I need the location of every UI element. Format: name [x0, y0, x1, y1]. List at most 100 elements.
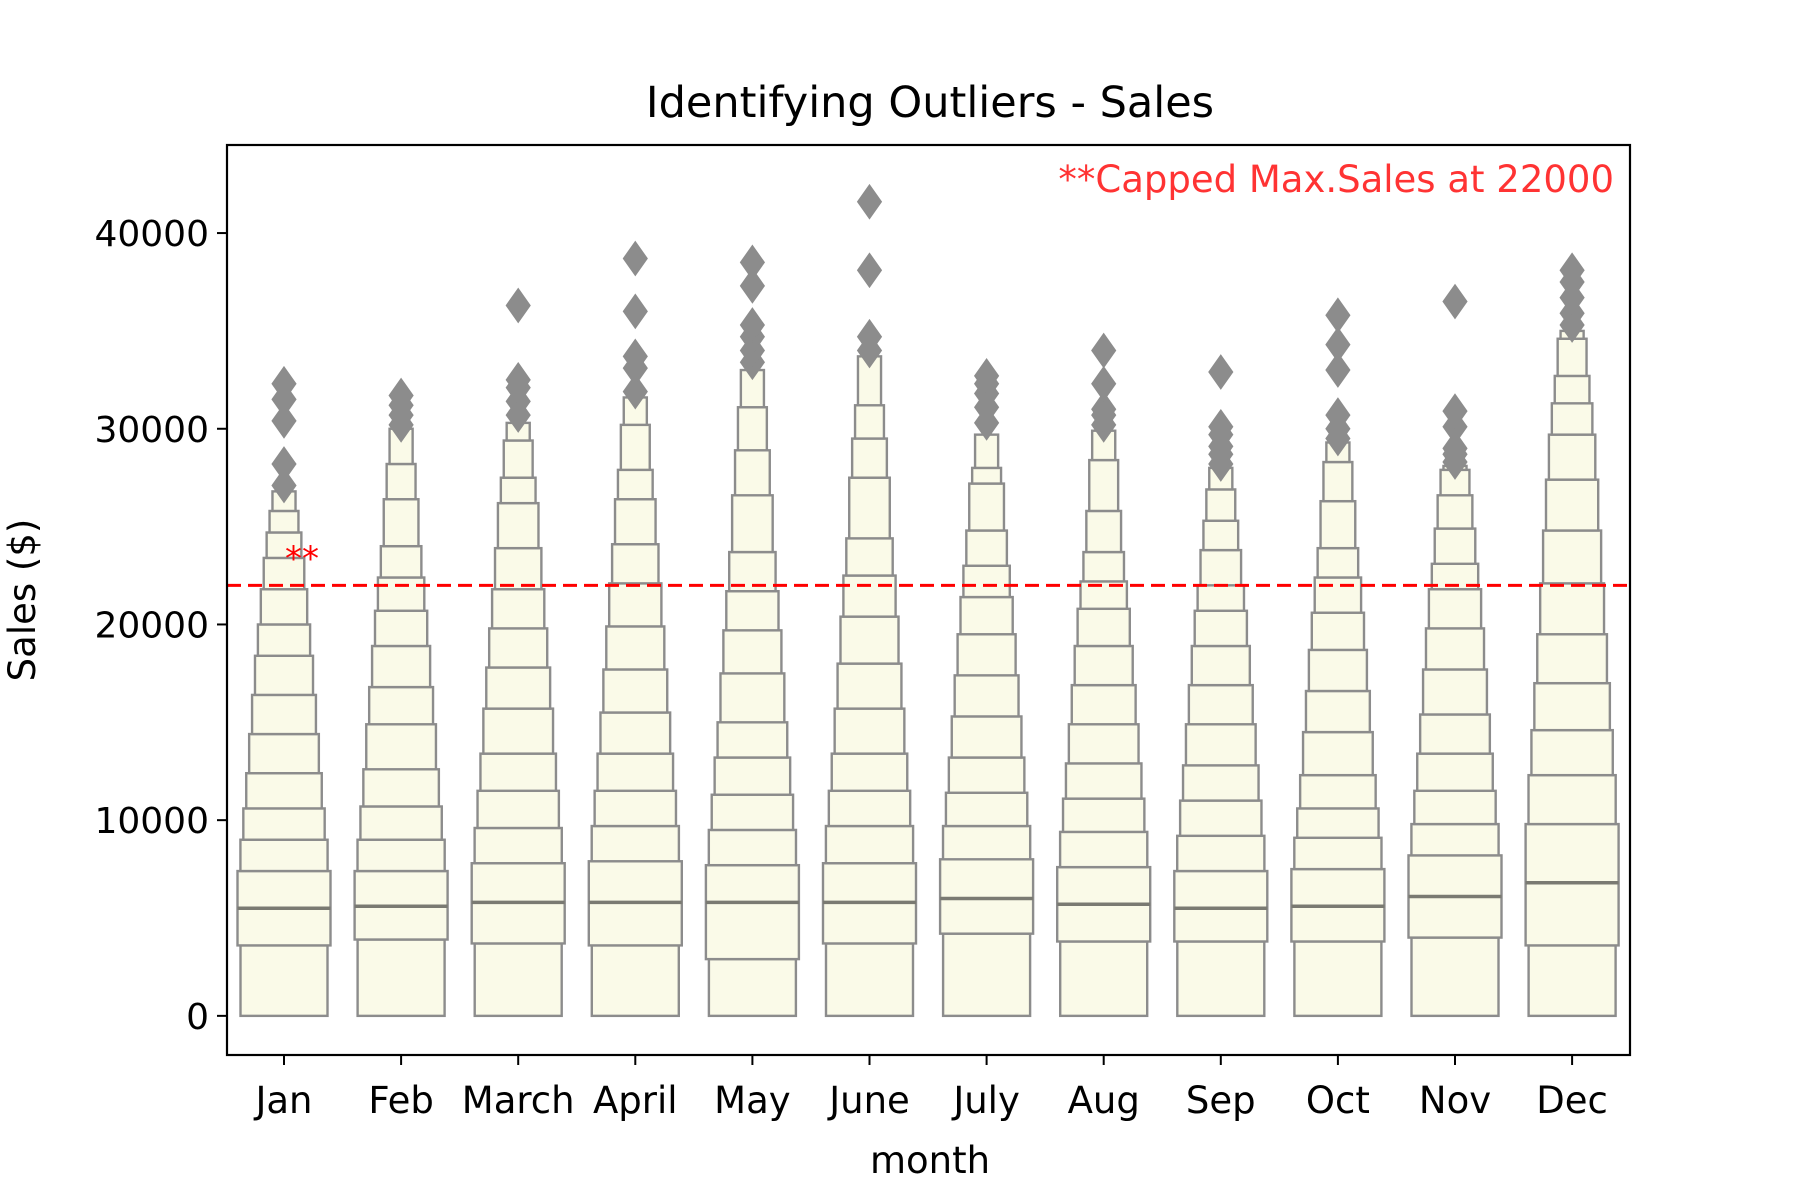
outlier-point	[1091, 365, 1117, 402]
box-level	[1436, 494, 1474, 530]
box-level	[956, 633, 1017, 677]
box-level	[1316, 546, 1360, 579]
box-level	[1293, 836, 1383, 871]
box-level	[1058, 830, 1149, 869]
box-level	[610, 543, 660, 585]
box-level	[1064, 762, 1143, 800]
box-level	[373, 609, 429, 648]
box-level	[836, 662, 903, 710]
box-level	[239, 838, 329, 873]
box-level	[938, 858, 1035, 935]
box-level	[1296, 807, 1380, 839]
outlier-point	[271, 403, 297, 439]
box-level	[704, 863, 801, 961]
box-level	[473, 942, 563, 1018]
box-level	[370, 644, 432, 689]
box-level	[962, 564, 1011, 599]
outlier-point	[505, 361, 531, 398]
outlier-point	[1442, 430, 1468, 467]
outlier-point	[1442, 393, 1468, 430]
box-level	[359, 805, 443, 841]
box-level	[733, 449, 771, 497]
box-level	[1527, 773, 1617, 826]
box-level	[830, 752, 909, 793]
box-level	[613, 498, 657, 546]
box-level	[490, 588, 546, 630]
box-level	[1538, 582, 1606, 636]
outlier-point	[1442, 283, 1468, 320]
box-level	[1076, 607, 1132, 648]
box-level	[1421, 668, 1489, 716]
outlier-point	[271, 467, 297, 504]
x-tick-label: Aug	[1068, 1079, 1140, 1122]
box-level	[1196, 584, 1246, 612]
box-level	[1310, 611, 1366, 652]
box-feb	[353, 377, 449, 1018]
outlier-point	[1208, 408, 1234, 445]
box-level	[1524, 822, 1620, 947]
box-level	[250, 693, 318, 736]
box-level	[848, 476, 891, 540]
box-june	[821, 183, 918, 1018]
box-level	[1073, 644, 1134, 687]
box-level	[479, 752, 558, 793]
box-level	[362, 768, 441, 808]
box-level	[379, 544, 423, 579]
box-level	[1319, 499, 1357, 550]
box-level	[496, 501, 540, 550]
outlier-point	[739, 268, 766, 304]
x-tick-label: Feb	[368, 1079, 434, 1122]
outlier-point	[622, 293, 648, 330]
box-level	[1416, 752, 1494, 793]
box-level	[1553, 374, 1591, 405]
x-tick-label: Oct	[1306, 1079, 1370, 1122]
box-level	[1176, 834, 1266, 873]
box-level	[1550, 402, 1594, 436]
outlier-point	[739, 244, 766, 281]
outlier-point	[856, 318, 883, 355]
box-level	[1410, 936, 1500, 1018]
box-level	[382, 498, 420, 548]
box-level	[242, 807, 326, 841]
marker-annotation: **	[285, 539, 319, 579]
box-level	[1413, 789, 1497, 826]
box-level	[1427, 588, 1483, 630]
plot-area	[227, 183, 1630, 1018]
box-level	[941, 824, 1032, 861]
box-dec	[1524, 252, 1620, 1018]
box-march	[470, 287, 566, 1018]
box-level	[1088, 458, 1120, 513]
box-level	[476, 789, 561, 830]
box-level	[239, 944, 329, 1018]
box-level	[842, 574, 897, 618]
x-tick-label: March	[462, 1079, 575, 1122]
box-level	[710, 793, 795, 832]
box-level	[590, 824, 681, 863]
outlier-point	[1559, 252, 1585, 289]
box-level	[824, 942, 915, 1018]
box-level	[1410, 822, 1500, 857]
box-level	[1547, 433, 1597, 481]
box-level	[365, 723, 438, 771]
box-level	[256, 623, 312, 657]
box-level	[1424, 627, 1486, 671]
outlier-point	[505, 287, 531, 324]
box-level	[953, 674, 1020, 718]
box-level	[502, 439, 534, 479]
box-level	[707, 957, 798, 1018]
box-level	[1085, 509, 1123, 554]
box-level	[970, 466, 1003, 485]
box-level	[707, 828, 798, 867]
box-level	[713, 756, 792, 796]
outlier-point	[1091, 391, 1117, 428]
x-tick-label: June	[827, 1079, 910, 1122]
box-level	[845, 537, 894, 577]
box-level	[619, 423, 651, 472]
box-level	[824, 824, 915, 865]
box-level	[259, 588, 309, 626]
box-level	[599, 711, 672, 755]
outlier-point	[1091, 332, 1117, 369]
box-level	[1184, 723, 1257, 767]
box-level	[839, 615, 900, 665]
